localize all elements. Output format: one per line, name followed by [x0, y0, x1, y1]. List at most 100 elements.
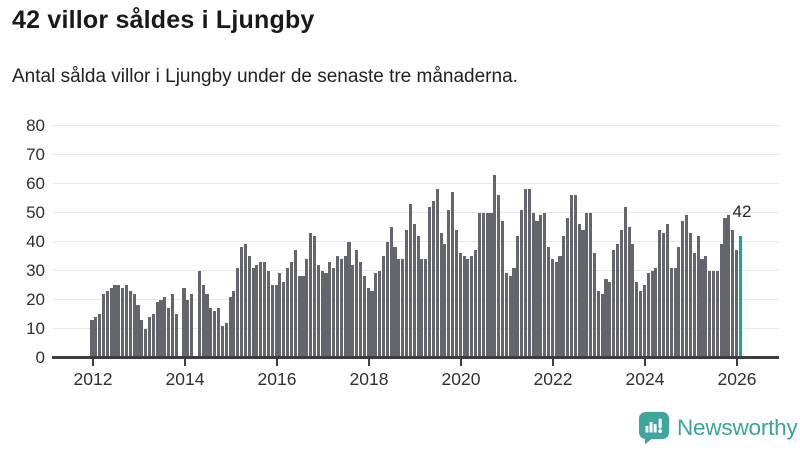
last-value-label: 42 [732, 202, 752, 221]
gridline [53, 327, 779, 330]
bar [270, 285, 274, 358]
bar [151, 314, 155, 358]
newsworthy-logo-icon [639, 412, 669, 445]
bar [243, 244, 247, 358]
bar [462, 256, 466, 358]
bar [500, 221, 504, 358]
x-axis-tick-label: 2012 [73, 368, 113, 389]
bar [470, 256, 474, 358]
x-axis-tick-label: 2018 [349, 368, 389, 389]
bar [144, 328, 148, 358]
bar [481, 212, 485, 358]
bar [170, 293, 175, 358]
bar [573, 195, 577, 358]
bar [370, 290, 374, 358]
bar [305, 258, 309, 358]
bar [197, 270, 201, 358]
bar [566, 218, 570, 358]
bar [209, 308, 213, 358]
bar [94, 316, 98, 358]
bar [397, 258, 401, 358]
bar [631, 244, 635, 358]
bar [163, 296, 167, 358]
bar [247, 256, 251, 358]
bar [259, 261, 263, 358]
bar [562, 235, 566, 358]
bar [362, 276, 366, 358]
x-axis-tick [459, 359, 463, 366]
bar [240, 247, 244, 358]
x-axis-tick [643, 359, 647, 366]
bar [431, 200, 435, 358]
bar [293, 250, 297, 358]
bar [289, 261, 293, 358]
bar [504, 273, 508, 358]
x-axis-tick-label: 2016 [257, 368, 297, 389]
bar [320, 270, 324, 358]
bar [715, 270, 719, 358]
bar [454, 229, 458, 358]
bar [485, 212, 489, 358]
bar [623, 206, 627, 358]
bar [355, 250, 359, 358]
bar [412, 224, 416, 358]
y-axis-tick-label: 70 [26, 144, 45, 164]
bar [381, 256, 386, 358]
y-axis-tick-label: 10 [26, 318, 45, 338]
bar [124, 285, 129, 358]
bar [167, 308, 171, 358]
bar [635, 282, 639, 358]
bar [190, 293, 194, 358]
bar [700, 258, 704, 358]
bar [155, 302, 159, 358]
bar [577, 224, 581, 358]
bar [274, 285, 278, 358]
bar [404, 229, 409, 358]
bar [654, 267, 658, 358]
bar [358, 261, 363, 358]
bar [474, 250, 478, 358]
bar [646, 273, 650, 358]
bar [232, 290, 236, 358]
bar [121, 287, 125, 358]
x-axis-tick [735, 359, 739, 366]
bar [393, 247, 397, 358]
bar [297, 276, 301, 358]
chart-subtitle: Antal sålda villor i Ljungby under de se… [12, 66, 518, 87]
bar [186, 299, 190, 358]
bar [523, 189, 528, 358]
bar [527, 189, 531, 358]
bar [224, 322, 228, 358]
bar [182, 287, 186, 358]
bar [516, 235, 520, 358]
bar [692, 253, 696, 358]
bar [642, 285, 646, 358]
bar [385, 241, 389, 358]
y-axis-tick-label: 40 [26, 231, 45, 251]
bar [665, 224, 669, 358]
bar [604, 279, 608, 358]
bar [727, 215, 731, 358]
bar [236, 267, 240, 358]
newsworthy-logo[interactable]: Newsworthy [638, 410, 798, 446]
bar [539, 215, 543, 358]
bar [228, 296, 232, 358]
bar [401, 258, 405, 358]
bar [132, 293, 136, 358]
bar [658, 229, 662, 358]
bar [719, 244, 723, 358]
bar [704, 256, 708, 358]
bar [543, 212, 547, 358]
bar [335, 256, 340, 358]
bar [489, 212, 493, 358]
x-axis-tick-label: 2024 [625, 368, 665, 389]
bar [90, 319, 94, 358]
bar [339, 258, 343, 358]
bar [677, 247, 681, 358]
bar [312, 235, 317, 358]
bar [309, 232, 313, 358]
bar [596, 290, 600, 358]
gridline [53, 269, 779, 272]
gridline [53, 211, 779, 214]
bar [520, 209, 524, 358]
